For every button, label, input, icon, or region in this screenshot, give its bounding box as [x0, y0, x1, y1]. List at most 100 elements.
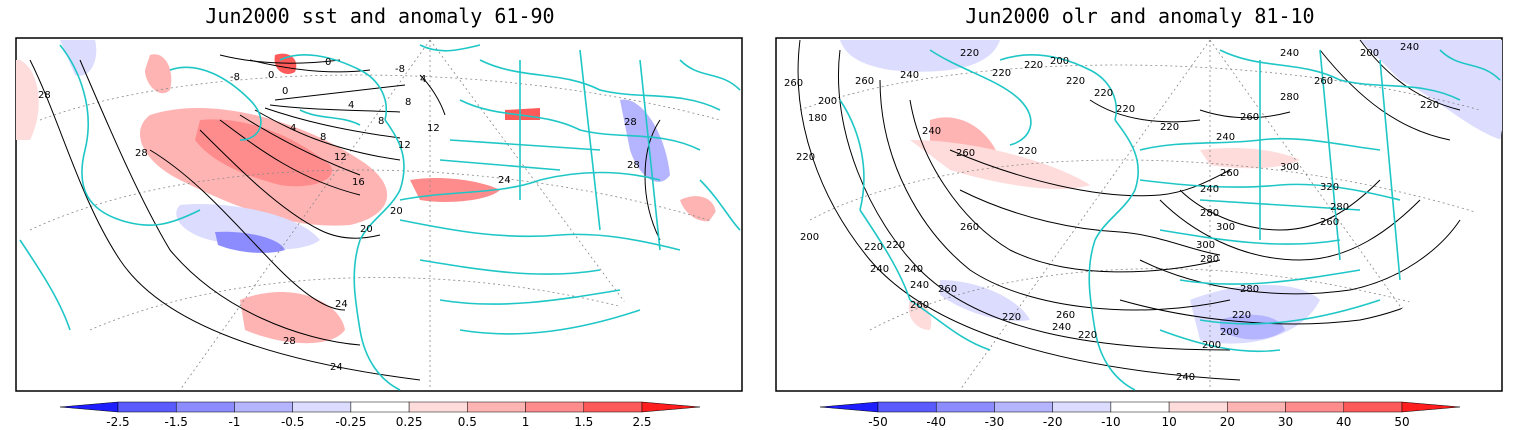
svg-text:220: 220 — [1078, 330, 1097, 341]
svg-text:20: 20 — [360, 224, 373, 235]
svg-text:280: 280 — [1280, 92, 1299, 103]
svg-text:300: 300 — [1280, 162, 1299, 173]
olr-panel: Jun2000 olr and anomaly 81-10 — [760, 0, 1520, 430]
colorbar-segment — [234, 401, 293, 413]
svg-text:28: 28 — [624, 117, 637, 128]
olr-map-svg: 260 200 180 220 240 260 260 240 220 220 … — [775, 37, 1503, 429]
colorbar-left-arrow — [819, 401, 879, 413]
colorbar-segment — [1285, 401, 1345, 413]
colorbar-segment — [583, 401, 643, 413]
olr-panel-title: Jun2000 olr and anomaly 81-10 — [965, 4, 1315, 28]
colorbar-tick-label: -1.5 — [165, 415, 188, 429]
colorbar-tick-label: -1 — [228, 415, 240, 429]
svg-text:260: 260 — [1314, 76, 1333, 87]
olr-cold-anomaly-west — [940, 280, 1030, 321]
svg-text:240: 240 — [910, 280, 929, 291]
sst-panel-title: Jun2000 sst and anomaly 61-90 — [205, 4, 555, 28]
svg-text:200: 200 — [1360, 48, 1379, 59]
svg-text:220: 220 — [1232, 310, 1251, 321]
colorbar-tick-label: 50 — [1394, 415, 1409, 429]
sst-graticule — [29, 39, 741, 390]
colorbar-segment — [935, 401, 995, 413]
svg-text:12: 12 — [427, 123, 440, 134]
svg-text:180: 180 — [808, 113, 827, 124]
svg-text:220: 220 — [960, 48, 979, 59]
colorbar-left-arrow — [59, 401, 119, 413]
svg-text:24: 24 — [498, 175, 511, 186]
svg-text:200: 200 — [1220, 327, 1239, 338]
svg-text:220: 220 — [1018, 146, 1037, 157]
colorbar-tick-label: -40 — [926, 415, 946, 429]
colorbar-tick-label: 40 — [1336, 415, 1351, 429]
svg-text:240: 240 — [904, 264, 923, 275]
svg-text:260: 260 — [938, 284, 957, 295]
sst-map-frame — [15, 37, 743, 392]
olr-warm-anomaly-med — [1200, 148, 1300, 169]
sst-warm-anomaly-farwest — [16, 60, 39, 140]
sst-cold-anomaly-east — [620, 99, 670, 182]
svg-text:240: 240 — [1280, 48, 1299, 59]
svg-text:300: 300 — [1216, 222, 1235, 233]
olr-map-frame — [775, 37, 1503, 392]
colorbar-segment — [350, 401, 410, 413]
colorbar-tick-label: -0.25 — [335, 415, 366, 429]
svg-text:240: 240 — [1216, 132, 1235, 143]
colorbar-tick-label: 10 — [1161, 415, 1176, 429]
svg-text:280: 280 — [1200, 254, 1219, 265]
sst-strong-warm-anomaly — [195, 119, 332, 187]
svg-text:0: 0 — [282, 86, 288, 97]
colorbar-segment — [1168, 401, 1228, 413]
svg-text:200: 200 — [800, 232, 819, 243]
svg-text:220: 220 — [796, 152, 815, 163]
colorbar-segment — [525, 401, 585, 413]
colorbar-segment — [877, 401, 937, 413]
svg-text:12: 12 — [334, 152, 347, 163]
svg-text:8: 8 — [378, 116, 384, 127]
colorbar-right-arrow — [1401, 401, 1461, 413]
svg-text:8: 8 — [405, 97, 411, 108]
colorbar-tick-label: 2.5 — [632, 415, 651, 429]
svg-text:300: 300 — [1196, 240, 1215, 251]
svg-text:4: 4 — [348, 100, 354, 111]
sst-panel: Jun2000 sst and anomaly 61-90 — [15, 4, 743, 429]
svg-text:220: 220 — [886, 240, 905, 251]
svg-text:240: 240 — [900, 70, 919, 81]
sst-cold-anomaly-mid — [176, 204, 320, 250]
colorbar-tick-label: 1.5 — [574, 415, 593, 429]
sst-map-svg: 28 28 28 24 24 20 20 16 12 12 8 8 4 4 0 … — [15, 37, 743, 429]
sst-cold-anomaly-core — [215, 231, 285, 253]
svg-text:220: 220 — [1116, 104, 1135, 115]
svg-text:260: 260 — [910, 300, 929, 311]
svg-text:16: 16 — [352, 177, 365, 188]
colorbar-segment — [117, 401, 177, 413]
sst-coastlines — [19, 44, 741, 391]
sst-warm-anomaly-arctic — [274, 53, 297, 75]
svg-text:220: 220 — [992, 68, 1011, 79]
svg-text:240: 240 — [922, 126, 941, 137]
svg-text:4: 4 — [420, 74, 426, 85]
colorbar-segment — [994, 401, 1053, 413]
olr-contours — [797, 39, 1481, 381]
svg-text:240: 240 — [1400, 42, 1419, 53]
sst-warm-anomaly-west — [145, 54, 172, 94]
svg-text:12: 12 — [398, 140, 411, 151]
svg-text:260: 260 — [1056, 310, 1075, 321]
colorbar-tick-label: -2.5 — [106, 415, 129, 429]
svg-text:-8: -8 — [230, 72, 240, 83]
svg-text:220: 220 — [1066, 76, 1085, 87]
svg-text:220: 220 — [1160, 122, 1179, 133]
svg-text:220: 220 — [1024, 60, 1043, 71]
svg-text:260: 260 — [1220, 168, 1239, 179]
svg-text:28: 28 — [627, 160, 640, 171]
svg-text:28: 28 — [135, 148, 148, 159]
svg-text:8: 8 — [320, 132, 326, 143]
svg-text:240: 240 — [1200, 184, 1219, 195]
svg-text:260: 260 — [855, 76, 874, 87]
colorbar-segment — [175, 401, 235, 413]
olr-contour-labels: 260 200 180 220 240 260 260 240 220 220 … — [784, 42, 1439, 383]
svg-text:4: 4 — [290, 123, 296, 134]
svg-text:200: 200 — [1050, 56, 1069, 67]
svg-text:260: 260 — [960, 222, 979, 233]
colorbar-tick-label: 0.25 — [396, 415, 423, 429]
svg-text:200: 200 — [818, 96, 837, 107]
